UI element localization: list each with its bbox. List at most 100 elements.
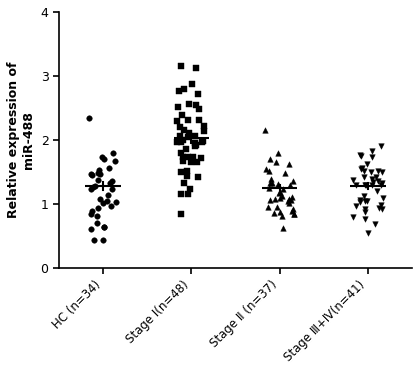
Point [180,137,187,143]
Point [362,216,369,221]
Point [111,158,118,164]
Point [276,190,282,196]
Point [113,199,119,205]
Point [184,191,191,197]
Point [361,168,367,174]
Point [376,205,383,211]
Point [191,140,198,146]
Point [369,148,376,154]
Point [291,211,298,217]
Point [178,112,185,118]
Point [195,91,202,96]
Point [372,221,378,227]
Point [88,171,95,177]
Point [88,186,94,192]
Point [288,208,295,214]
Point [285,198,291,204]
Point [286,196,293,202]
Point [277,195,283,201]
Point [93,213,100,219]
Point [200,138,207,144]
Point [97,196,103,202]
Point [363,198,370,204]
Point [378,202,384,208]
Point [178,63,184,69]
Point [178,211,185,217]
Point [372,174,379,180]
Point [193,159,200,165]
Point [198,155,204,161]
Point [184,173,190,179]
Point [180,127,187,133]
Point [357,198,364,204]
Point [105,165,112,171]
Point [100,224,107,230]
Point [87,171,94,177]
Point [374,188,380,194]
Point [98,154,105,160]
Point [186,130,192,136]
Point [192,142,199,148]
Point [191,144,198,150]
Point [360,193,367,199]
Point [277,189,284,195]
Point [291,211,298,217]
Point [269,180,275,186]
Point [177,138,184,144]
Point [104,198,111,204]
Point [186,186,193,192]
Point [185,154,191,160]
Y-axis label: Relative expression of
miR-488: Relative expression of miR-488 [7,62,35,218]
Point [193,102,199,108]
Point [369,180,376,186]
Point [174,139,181,145]
Point [184,168,190,174]
Point [95,177,102,183]
Point [88,211,95,217]
Point [187,159,194,165]
Point [358,166,365,172]
Point [365,230,372,236]
Point [278,213,285,219]
Point [277,209,283,215]
Point [362,206,368,212]
Point [356,152,363,158]
Point [368,154,375,160]
Point [380,194,386,200]
Point [364,161,371,167]
Point [279,187,286,193]
Point [279,225,286,231]
Point [178,191,185,197]
Point [353,182,360,188]
Point [101,224,108,230]
Point [266,185,272,191]
Point [91,183,98,189]
Point [200,123,207,129]
Point [266,168,273,174]
Point [90,184,97,190]
Point [177,124,184,130]
Point [185,116,191,122]
Point [196,117,203,123]
Point [109,150,116,156]
Point [99,237,106,243]
Point [275,150,282,156]
Point [379,170,385,175]
Point [189,154,196,160]
Point [86,115,93,121]
Point [175,88,182,94]
Point [263,167,269,173]
Point [358,165,365,171]
Point [361,182,368,188]
Point [286,182,293,188]
Point [369,182,375,188]
Point [265,204,272,210]
Point [95,170,101,176]
Point [95,205,102,211]
Point [286,161,292,167]
Point [90,237,97,243]
Point [271,210,277,216]
Point [379,181,385,187]
Point [289,206,296,212]
Point [275,181,282,187]
